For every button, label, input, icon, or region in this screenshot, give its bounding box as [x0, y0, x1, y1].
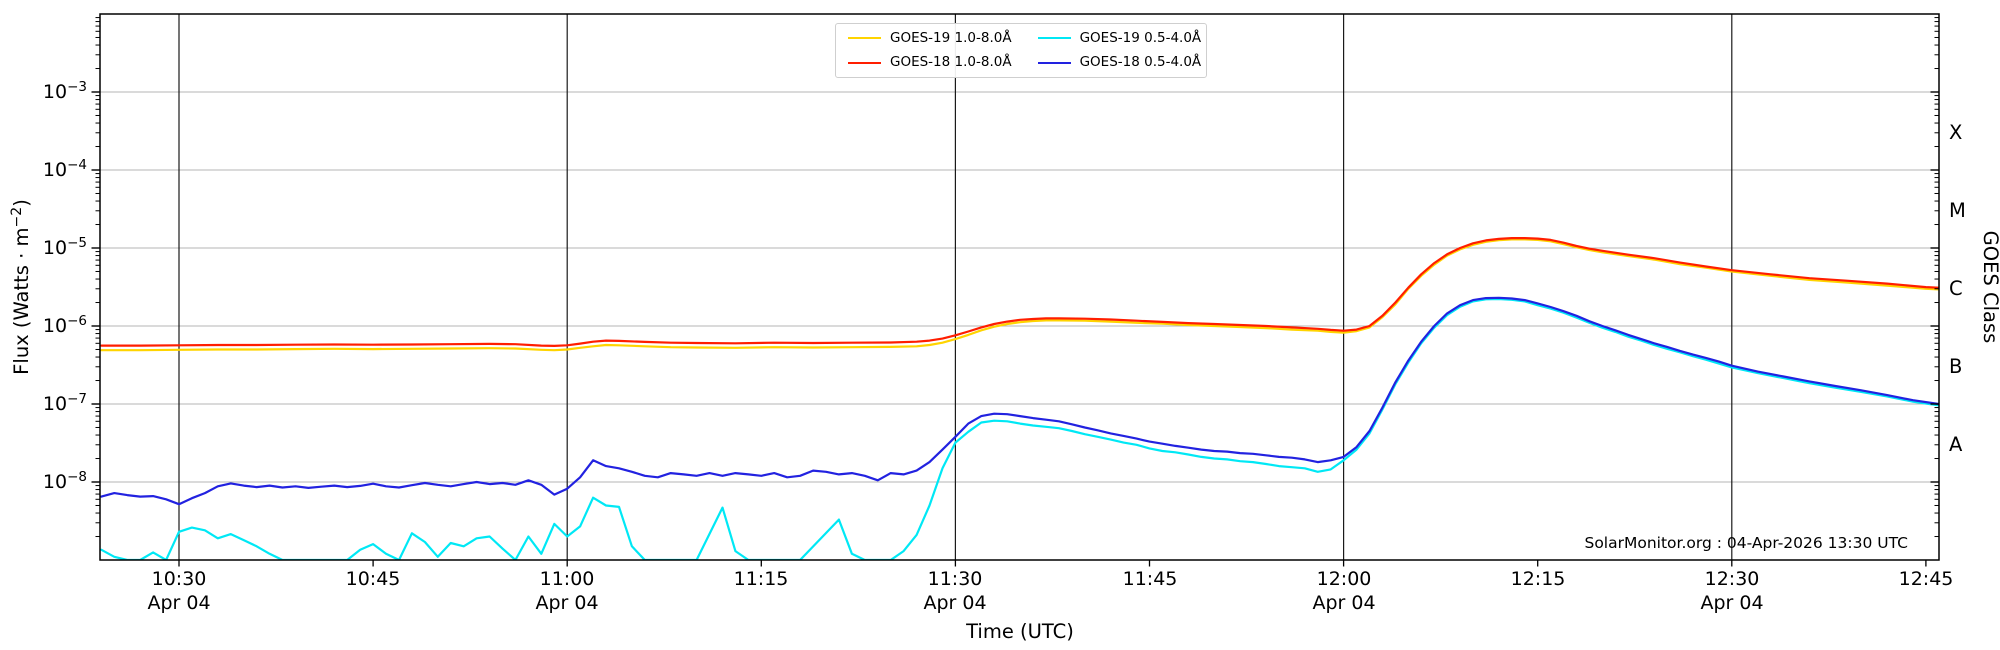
flux-curve-goes-19-1.0-8.0Å — [100, 238, 1939, 352]
x-tick-label: 11:00 — [540, 568, 595, 590]
y-tick-label: 10−4 — [43, 157, 87, 181]
x-tick-label: 12:45 — [1899, 568, 1954, 590]
x-tick-label: 11:45 — [1123, 568, 1178, 590]
x-tick-label: 12:00 — [1317, 568, 1372, 590]
legend-item-goes18-short: GOES-18 0.5-4.0Å — [1037, 51, 1202, 76]
legend: GOES-19 1.0-8.0Å GOES-18 1.0-8.0Å GOES-1… — [835, 23, 1207, 78]
goes-class-a: A — [1949, 433, 1963, 456]
flux-curve-goes-18-0.5-4.0Å — [100, 296, 1939, 506]
legend-label: GOES-18 0.5-4.0Å — [1079, 54, 1202, 70]
legend-line-swatch-cyan — [1037, 37, 1071, 40]
x-tick-label: 10:30 — [152, 568, 207, 590]
y-tick-label: 10−8 — [43, 469, 87, 493]
legend-line-swatch-yellow — [848, 37, 881, 40]
footer-attribution: SolarMonitor.org : 04-Apr-2026 13:30 UTC — [1584, 534, 1908, 552]
axes-spines — [99, 13, 1940, 561]
x-date-label: Apr 04 — [535, 592, 598, 614]
x-tick-label: 11:15 — [734, 568, 789, 590]
y-tick-label: 10−3 — [43, 79, 87, 103]
y-axis-title-right: GOES Class — [1979, 231, 2000, 344]
flux-curve-goes-19-0.5-4.0Å — [100, 297, 1939, 560]
x-axis-date-labels: Apr 04 Apr 04 Apr 04 Apr 04 Apr 04 — [147, 592, 1763, 614]
goes-class-x: X — [1949, 121, 1962, 144]
legend-item-goes19-short: GOES-19 0.5-4.0Å — [1037, 26, 1202, 51]
x-tick-label: 12:30 — [1705, 568, 1760, 590]
flux-curve-goes-18-1.0-8.0Å — [100, 237, 1939, 347]
legend-label: GOES-19 1.0-8.0Å — [890, 29, 1012, 46]
plot-area — [91, 13, 1940, 567]
goes-class-c: C — [1949, 277, 1963, 300]
x-date-label: Apr 04 — [1700, 592, 1763, 614]
legend-label: GOES-19 0.5-4.0Å — [1079, 29, 1202, 46]
legend-label: GOES-18 1.0-8.0Å — [890, 54, 1012, 70]
legend-item-goes19-long: GOES-19 1.0-8.0Å — [848, 26, 1012, 51]
y-tick-label: 10−5 — [43, 235, 87, 259]
x-axis-title: Time (UTC) — [965, 620, 1074, 643]
goes-class-labels: X M C B A — [1949, 121, 1966, 456]
goes-class-b: B — [1949, 355, 1962, 378]
goes-class-m: M — [1949, 199, 1966, 222]
legend-line-swatch-red — [848, 61, 881, 64]
y-tick-label: 10−6 — [43, 313, 87, 337]
x-tick-label: 11:30 — [928, 568, 983, 590]
x-tick-label: 12:15 — [1511, 568, 1566, 590]
legend-line-swatch-blue — [1037, 61, 1071, 64]
x-date-label: Apr 04 — [923, 592, 986, 614]
x-axis-tick-labels: 10:30 10:45 11:00 11:15 11:30 11:45 12:0… — [152, 568, 1954, 590]
x-date-label: Apr 04 — [1312, 592, 1375, 614]
x-date-label: Apr 04 — [147, 592, 210, 614]
y-axis-tick-labels: 10−3 10−4 10−5 10−6 10−7 10−8 — [43, 79, 87, 493]
y-axis-title-left: Flux (Watts · m−2) — [9, 199, 33, 375]
legend-item-goes18-long: GOES-18 1.0-8.0Å — [848, 51, 1012, 76]
x-tick-label: 10:45 — [346, 568, 401, 590]
y-tick-label: 10−7 — [43, 391, 87, 415]
